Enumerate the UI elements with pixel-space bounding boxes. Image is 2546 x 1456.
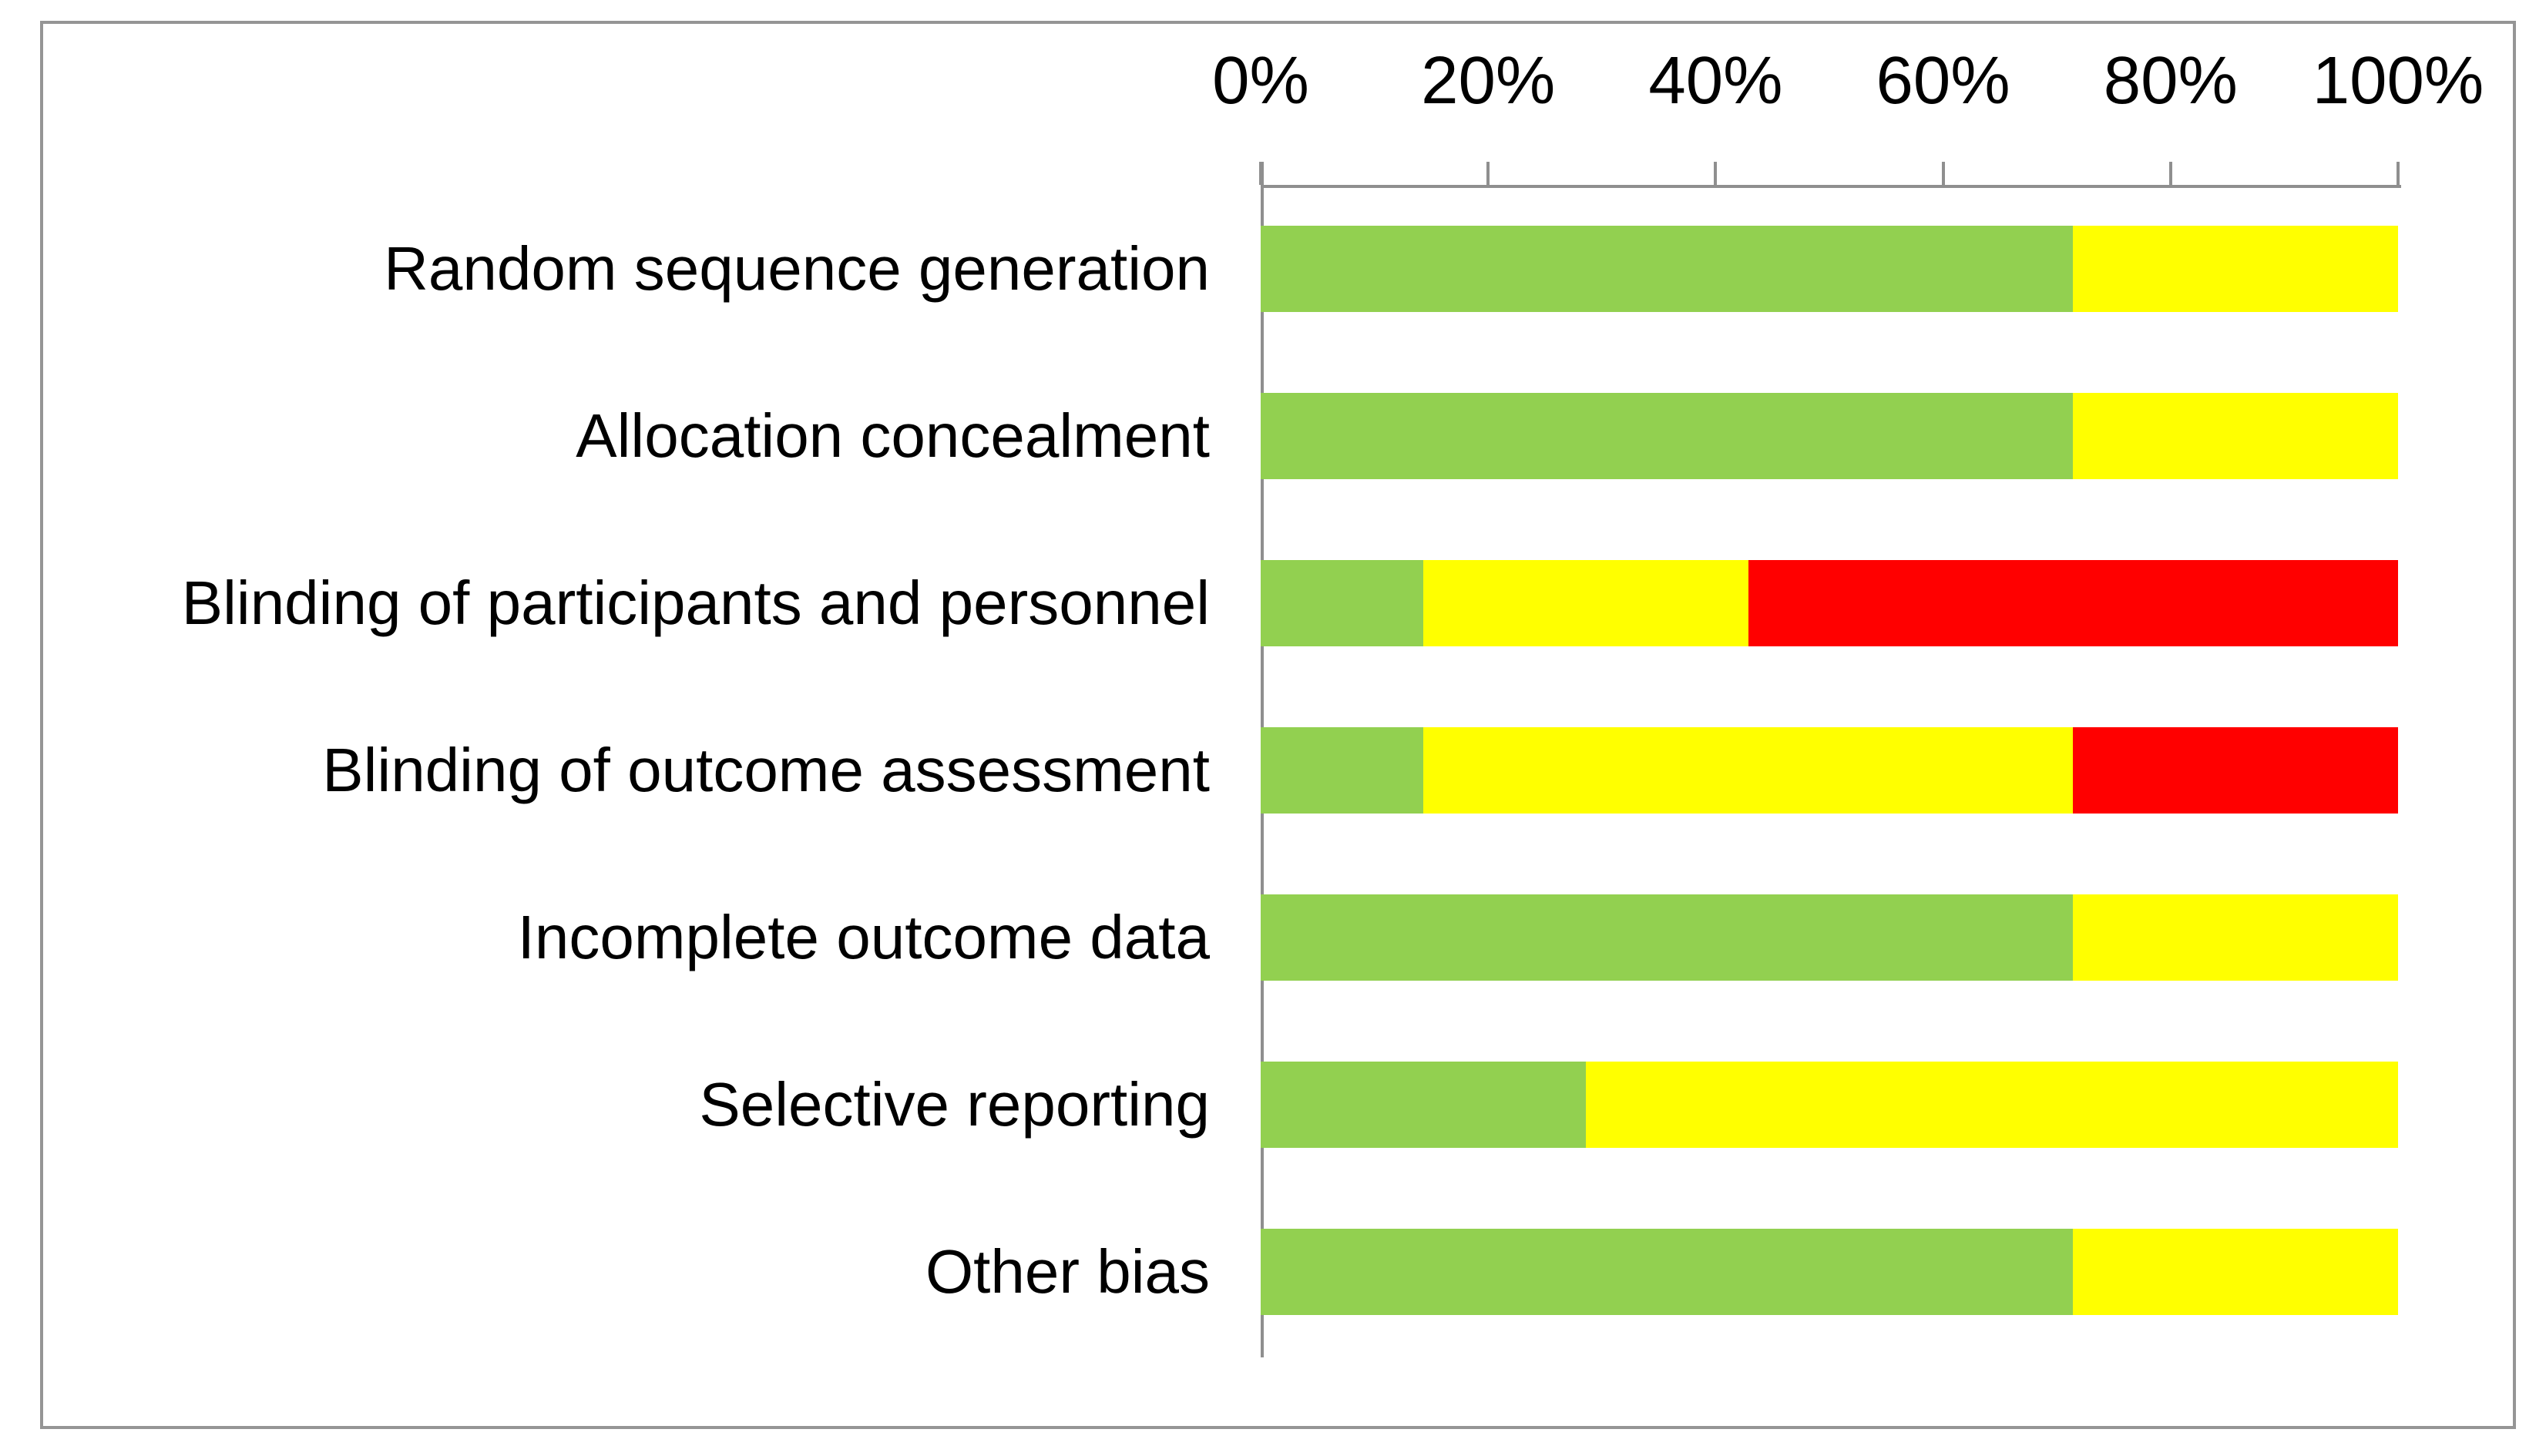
red-segment — [2072, 727, 2398, 814]
green-segment — [1261, 392, 2073, 479]
green-segment — [1261, 894, 2073, 981]
category-label: Random sequence generation — [384, 233, 1210, 303]
yellow-segment — [1423, 559, 1749, 646]
x-axis-tick-label: 80% — [2103, 43, 2238, 118]
x-axis-tick-label: 0% — [1212, 43, 1309, 118]
yellow-segment — [2072, 894, 2398, 981]
green-segment — [1261, 727, 1424, 814]
yellow-segment — [1423, 727, 2073, 814]
yellow-segment — [2072, 225, 2398, 312]
x-axis-tick — [2168, 162, 2172, 185]
category-label: Allocation concealment — [576, 401, 1210, 470]
x-axis-tick — [2397, 162, 2400, 185]
category-label: Selective reporting — [699, 1070, 1210, 1139]
x-axis-tick-label: 100% — [2312, 43, 2484, 118]
yellow-segment — [2072, 1229, 2398, 1316]
x-axis-tick-label: 60% — [1876, 43, 2010, 118]
x-axis-line — [1261, 185, 2401, 188]
green-segment — [1261, 559, 1424, 646]
yellow-segment — [2072, 392, 2398, 479]
x-axis-tick — [1259, 162, 1262, 185]
x-axis-tick-label: 40% — [1648, 43, 1783, 118]
category-label: Other bias — [925, 1237, 1210, 1307]
x-axis-tick — [1714, 162, 1718, 185]
green-segment — [1261, 225, 2073, 312]
red-segment — [1748, 559, 2398, 646]
green-segment — [1261, 1062, 1587, 1149]
category-label: Blinding of outcome assessment — [322, 736, 1210, 804]
green-segment — [1261, 1229, 2073, 1316]
x-axis-tick — [1486, 162, 1490, 185]
category-label: Blinding of participants and personnel — [181, 568, 1210, 637]
x-axis-tick — [1941, 162, 1945, 185]
category-label: Incomplete outcome data — [517, 903, 1210, 972]
yellow-segment — [1586, 1062, 2398, 1149]
x-axis-tick-label: 20% — [1421, 43, 1556, 118]
